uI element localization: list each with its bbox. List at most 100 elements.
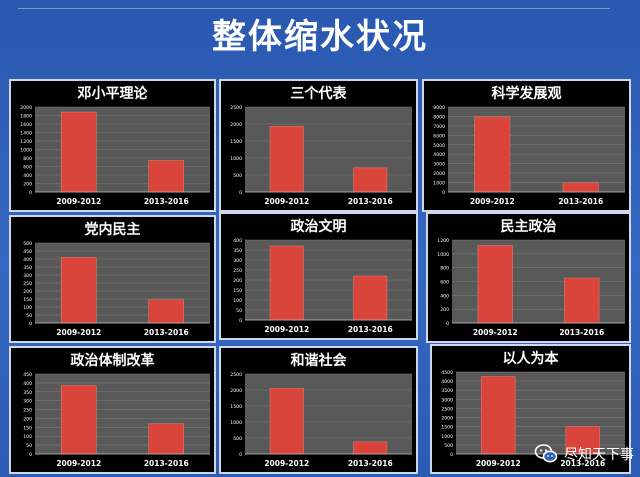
bar-chart: 0 1000 2000 3000 4000 5000 6000 7000 8000 9000 200…	[433, 105, 625, 206]
chart-panel-8: 以人为本 0 500 1000 1500 2000 2500 3000 3500 4000 4500…	[430, 344, 631, 474]
y-tick-label: 50	[26, 443, 32, 449]
y-tick-label: 400	[23, 381, 32, 387]
y-tick-label: 100	[23, 434, 32, 440]
y-tick-label: 1500	[230, 404, 242, 410]
x-tick-label: 2013-2016	[348, 325, 393, 334]
bar-chart: 0 500 1000 1500 2000 2500 2009-2012 2013-2016	[230, 372, 412, 468]
x-tick-label: 2009-2012	[470, 197, 515, 206]
chart-panel-1: 三个代表 0 500 1000 1500 2000 2500 2009-2012 2013-20…	[219, 79, 418, 212]
y-tick-label: 1000	[433, 181, 445, 187]
y-tick-label: 0	[239, 452, 242, 458]
y-tick-label: 1000	[437, 252, 449, 258]
y-tick-label: 450	[23, 372, 32, 378]
x-tick-label: 2013-2016	[559, 328, 604, 337]
y-tick-label: 0	[29, 190, 32, 196]
bar-2009-2012	[61, 111, 97, 193]
chart-panel-2: 科学发展观 0 1000 2000 3000 4000 5000 6000 7000 8000 90…	[422, 79, 631, 212]
y-tick-label: 2500	[230, 372, 242, 378]
bar-chart: 0 50 100 150 200 250 300 350 400 2009-2012 2013-20…	[233, 238, 412, 334]
y-tick-label: 200	[440, 307, 449, 313]
y-tick-label: 0	[29, 321, 32, 327]
x-tick-label: 2009-2012	[264, 197, 309, 206]
y-tick-label: 2000	[230, 388, 242, 394]
y-tick-label: 0	[446, 321, 449, 327]
y-tick-label: 3000	[433, 162, 445, 168]
y-tick-label: 400	[440, 293, 449, 299]
bar-2009-2012	[477, 245, 513, 324]
chart-title: 以人为本	[502, 351, 559, 367]
chart-panel-3: 党内民主 0 50 100 150 200 250 300 350 400 450 500 2009-2…	[9, 215, 216, 343]
x-tick-label: 2009-2012	[264, 325, 309, 334]
bar-chart: 0 50 100 150 200 250 300 350 400 450 500 2009-2012 2…	[23, 241, 210, 337]
y-tick-label: 100	[233, 298, 242, 304]
y-tick-label: 2500	[441, 406, 453, 412]
y-tick-label: 200	[23, 416, 32, 422]
bar-2013-2016	[353, 441, 388, 455]
y-tick-label: 1500	[441, 425, 453, 431]
y-tick-label: 4000	[433, 152, 445, 158]
slide-title: 整体缩水状况	[212, 17, 428, 57]
y-tick-label: 350	[233, 248, 242, 254]
y-tick-label: 1500	[230, 139, 242, 145]
y-tick-label: 500	[233, 173, 242, 179]
y-tick-label: 350	[23, 390, 32, 396]
bar-2013-2016	[353, 275, 388, 321]
x-tick-label: 2009-2012	[56, 328, 101, 337]
y-tick-label: 1000	[230, 420, 242, 426]
y-tick-label: 9000	[433, 105, 445, 111]
y-tick-label: 250	[23, 408, 32, 414]
bar-2009-2012	[269, 388, 304, 455]
y-tick-label: 400	[23, 173, 32, 179]
bar-chart: 0 50 100 150 200 250 300 350 400 450 2009-2012 2013…	[23, 372, 210, 468]
y-tick-label: 4500	[441, 370, 453, 376]
y-tick-label: 250	[233, 268, 242, 274]
y-tick-label: 1600	[20, 122, 32, 128]
bar-2009-2012	[269, 126, 304, 193]
y-tick-label: 400	[23, 257, 32, 263]
chart-title: 和谐社会	[290, 353, 347, 369]
x-tick-label: 2013-2016	[560, 459, 605, 468]
y-tick-label: 300	[23, 273, 32, 279]
y-tick-label: 1200	[437, 238, 449, 244]
chart-panel-0: 邓小平理论 0 200 400 600 800 1000 1200 1400 1600 1800 20…	[9, 79, 216, 212]
y-tick-label: 350	[23, 265, 32, 271]
bar-chart: 0 500 1000 1500 2000 2500 2009-2012 2013-2016	[230, 105, 412, 206]
y-tick-label: 300	[23, 399, 32, 405]
y-tick-label: 50	[236, 308, 242, 314]
chart-panel-7: 和谐社会 0 500 1000 1500 2000 2500 2009-2012 2013-20…	[219, 346, 418, 474]
y-tick-label: 500	[444, 443, 453, 449]
y-tick-label: 450	[23, 249, 32, 255]
chart-title: 民主政治	[500, 219, 557, 235]
chart-title: 政治文明	[290, 219, 347, 235]
y-tick-label: 0	[442, 190, 445, 196]
y-tick-label: 3000	[441, 397, 453, 403]
chart-title: 邓小平理论	[77, 86, 148, 102]
chart-title: 科学发展观	[491, 86, 562, 102]
bar-2009-2012	[474, 116, 511, 193]
wechat-icon	[534, 444, 558, 463]
x-tick-label: 2009-2012	[264, 459, 309, 468]
y-tick-label: 7000	[433, 124, 445, 130]
y-tick-label: 0	[450, 452, 453, 458]
y-tick-label: 150	[23, 425, 32, 431]
y-tick-label: 3500	[441, 388, 453, 394]
y-tick-label: 2000	[433, 171, 445, 177]
chart-title: 政治体制改革	[70, 353, 155, 369]
x-tick-label: 2013-2016	[558, 197, 603, 206]
watermark-text: 尽知天下事	[564, 447, 634, 463]
y-tick-label: 0	[29, 452, 32, 458]
y-tick-label: 2000	[20, 105, 32, 111]
y-tick-label: 1400	[20, 131, 32, 137]
y-tick-label: 150	[233, 288, 242, 294]
x-tick-label: 2013-2016	[348, 459, 393, 468]
y-tick-label: 200	[23, 289, 32, 295]
bar-2013-2016	[562, 182, 599, 193]
bar-chart: 0 200 400 600 800 1000 1200 1400 1600 1800 2000 200…	[20, 105, 210, 206]
y-tick-label: 250	[23, 281, 32, 287]
bar-2013-2016	[148, 160, 184, 193]
bar-2013-2016	[148, 299, 184, 324]
watermark: 尽知天下事	[534, 441, 634, 467]
bar-2013-2016	[564, 277, 600, 324]
chart-panel-4: 政治文明 0 50 100 150 200 250 300 350 400 2009-2012 201…	[219, 212, 418, 340]
bar-2009-2012	[269, 245, 304, 321]
